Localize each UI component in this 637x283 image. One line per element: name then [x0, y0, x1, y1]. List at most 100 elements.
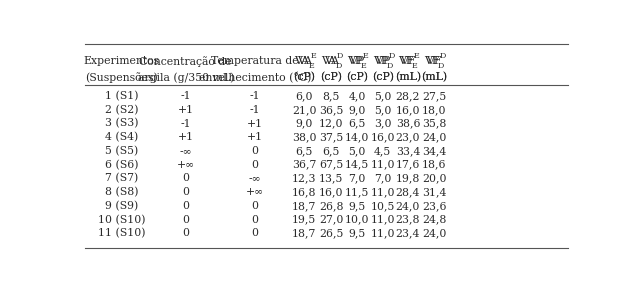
- Text: E: E: [414, 52, 420, 60]
- Text: (cP): (cP): [293, 72, 315, 83]
- Text: Temperatura de: Temperatura de: [211, 56, 299, 66]
- Text: 24,0: 24,0: [422, 228, 447, 238]
- Text: (mL): (mL): [395, 72, 421, 83]
- Text: 4 (S4): 4 (S4): [105, 132, 138, 142]
- Text: 26,8: 26,8: [319, 201, 343, 211]
- Text: 18,7: 18,7: [292, 228, 317, 238]
- Text: D: D: [337, 52, 343, 60]
- Text: 9 (S9): 9 (S9): [105, 201, 138, 211]
- Text: E: E: [308, 62, 314, 70]
- Text: +1: +1: [178, 132, 194, 142]
- Text: +∞: +∞: [176, 160, 195, 170]
- Text: 11,0: 11,0: [371, 160, 395, 170]
- Text: 8,5: 8,5: [323, 91, 340, 101]
- Text: 38,0: 38,0: [292, 132, 317, 142]
- Text: VP: VP: [373, 56, 388, 66]
- Text: 36,7: 36,7: [292, 160, 317, 170]
- Text: 0: 0: [182, 173, 189, 183]
- Text: 23,8: 23,8: [396, 215, 420, 225]
- Text: D: D: [389, 52, 395, 60]
- Text: VF: VF: [424, 56, 440, 66]
- Text: 11,5: 11,5: [345, 187, 369, 197]
- Text: +1: +1: [247, 119, 263, 128]
- Text: 67,5: 67,5: [319, 160, 343, 170]
- Text: 16,0: 16,0: [319, 187, 343, 197]
- Text: -1: -1: [250, 105, 260, 115]
- Text: (cP): (cP): [293, 72, 315, 83]
- Text: 16,0: 16,0: [396, 105, 420, 115]
- Text: (mL): (mL): [395, 72, 421, 83]
- Text: (mL): (mL): [421, 72, 447, 83]
- Text: argila (g/350 mL): argila (g/350 mL): [138, 72, 234, 83]
- Text: 6,5: 6,5: [296, 146, 313, 156]
- Text: VA: VA: [297, 56, 311, 66]
- Text: 31,4: 31,4: [422, 187, 447, 197]
- Text: 18,0: 18,0: [422, 105, 447, 115]
- Text: 12,3: 12,3: [292, 173, 317, 183]
- Text: E: E: [363, 52, 369, 60]
- Text: 6,5: 6,5: [323, 146, 340, 156]
- Text: 0: 0: [252, 160, 259, 170]
- Text: VP: VP: [347, 56, 362, 66]
- Text: 5,0: 5,0: [374, 91, 391, 101]
- Text: 24,0: 24,0: [422, 132, 447, 142]
- Text: 17,6: 17,6: [396, 160, 420, 170]
- Text: +∞: +∞: [246, 187, 264, 197]
- Text: 13,5: 13,5: [319, 173, 343, 183]
- Text: 10,5: 10,5: [371, 201, 395, 211]
- Text: 11,0: 11,0: [371, 187, 395, 197]
- Text: 6 (S6): 6 (S6): [105, 160, 138, 170]
- Text: 27,0: 27,0: [319, 215, 343, 225]
- Text: -1: -1: [180, 91, 191, 101]
- Text: 0: 0: [182, 228, 189, 238]
- Text: -∞: -∞: [180, 146, 192, 156]
- Text: E: E: [412, 62, 418, 70]
- Text: 11 (S10): 11 (S10): [98, 228, 145, 239]
- Text: E: E: [361, 62, 367, 70]
- Text: 9,5: 9,5: [348, 201, 366, 211]
- Text: VP: VP: [375, 56, 390, 66]
- Text: 18,6: 18,6: [422, 160, 447, 170]
- Text: 1 (S1): 1 (S1): [105, 91, 138, 101]
- Text: 2 (S2): 2 (S2): [105, 105, 138, 115]
- Text: -1: -1: [180, 119, 191, 128]
- Text: 36,5: 36,5: [319, 105, 343, 115]
- Text: 37,5: 37,5: [319, 132, 343, 142]
- Text: D: D: [335, 62, 341, 70]
- Text: D: D: [438, 62, 444, 70]
- Text: 4,5: 4,5: [374, 146, 391, 156]
- Text: (cP): (cP): [372, 72, 394, 83]
- Text: envelhecimento (°C): envelhecimento (°C): [199, 72, 311, 83]
- Text: (cP): (cP): [372, 72, 394, 83]
- Text: +1: +1: [247, 132, 263, 142]
- Text: (cP): (cP): [320, 72, 343, 83]
- Text: 28,4: 28,4: [396, 187, 420, 197]
- Text: 7,0: 7,0: [374, 173, 391, 183]
- Text: 16,8: 16,8: [292, 187, 317, 197]
- Text: 33,4: 33,4: [396, 146, 420, 156]
- Text: 14,0: 14,0: [345, 132, 369, 142]
- Text: VF: VF: [400, 56, 416, 66]
- Text: -∞: -∞: [248, 173, 261, 183]
- Text: 23,0: 23,0: [396, 132, 420, 142]
- Text: VF: VF: [426, 56, 442, 66]
- Text: 14,5: 14,5: [345, 160, 369, 170]
- Text: 12,0: 12,0: [319, 119, 343, 128]
- Text: 0: 0: [182, 187, 189, 197]
- Text: 8 (S8): 8 (S8): [105, 187, 138, 197]
- Text: 19,5: 19,5: [292, 215, 317, 225]
- Text: 3 (S3): 3 (S3): [105, 118, 138, 129]
- Text: 0: 0: [252, 215, 259, 225]
- Text: VA: VA: [322, 56, 336, 66]
- Text: 16,0: 16,0: [371, 132, 395, 142]
- Text: 6,0: 6,0: [296, 91, 313, 101]
- Text: D: D: [440, 52, 446, 60]
- Text: 6,5: 6,5: [348, 119, 366, 128]
- Text: VF: VF: [397, 56, 413, 66]
- Text: 7 (S7): 7 (S7): [105, 173, 138, 184]
- Text: E: E: [310, 52, 316, 60]
- Text: +1: +1: [178, 105, 194, 115]
- Text: 0: 0: [252, 146, 259, 156]
- Text: (Suspensões): (Suspensões): [85, 72, 158, 83]
- Text: 0: 0: [252, 201, 259, 211]
